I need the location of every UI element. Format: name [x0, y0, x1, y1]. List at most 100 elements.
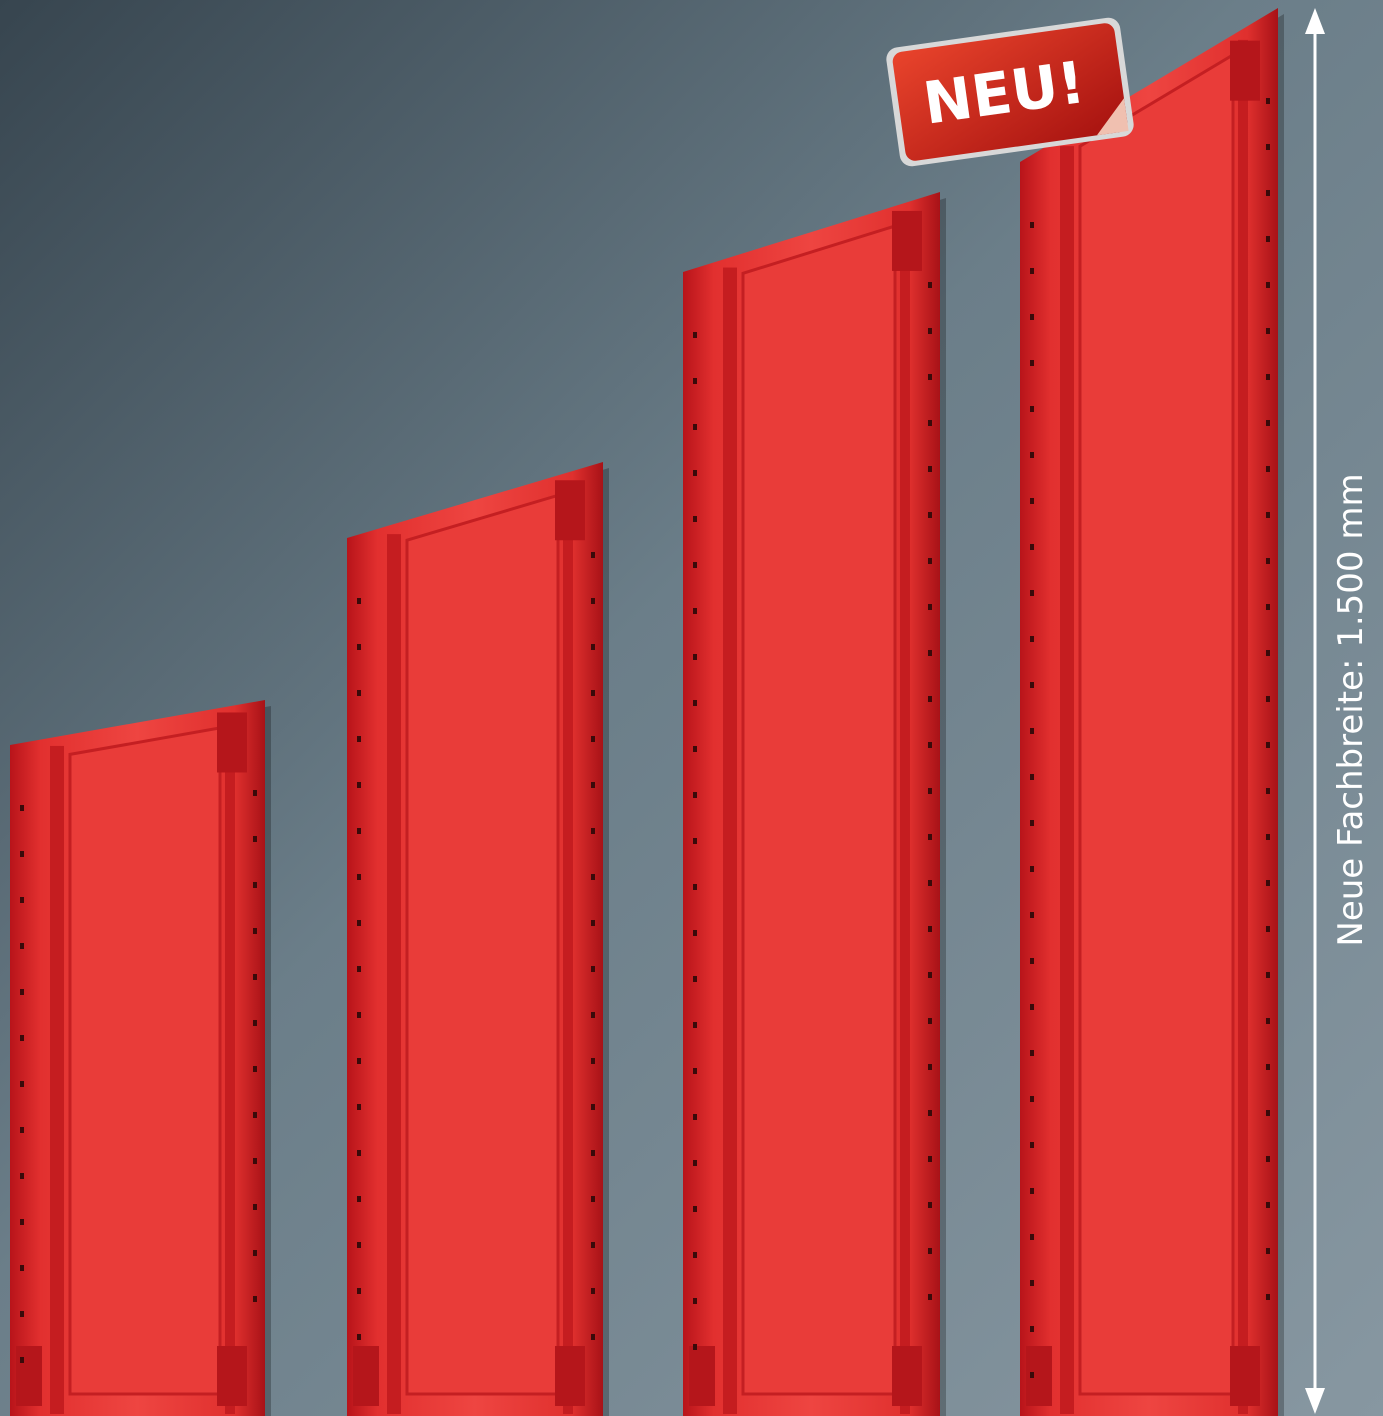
- panel-hole: [591, 1012, 595, 1018]
- panel-hole: [1266, 328, 1270, 334]
- panel-hole: [1266, 282, 1270, 288]
- panel-hole: [1030, 1142, 1034, 1148]
- shelf-panel: [10, 700, 271, 1416]
- panel-hole: [1266, 696, 1270, 702]
- panel-inner: [1080, 55, 1233, 1394]
- panel-hole: [1030, 268, 1034, 274]
- panel-hole: [357, 598, 361, 604]
- panel-hole: [693, 1160, 697, 1166]
- panel-hole: [928, 420, 932, 426]
- panel-bracket: [217, 712, 247, 772]
- panel-hole: [1030, 1050, 1034, 1056]
- panel-hole: [20, 805, 24, 811]
- shelf-panel: [1020, 8, 1284, 1416]
- panel-bracket: [1026, 1346, 1052, 1406]
- panel-hole: [928, 1156, 932, 1162]
- scene: NEU! Neue Fachbreite: 1.500 mm: [0, 0, 1383, 1416]
- panel-hole: [253, 1204, 257, 1210]
- panel-hole: [928, 558, 932, 564]
- panel-hole: [928, 328, 932, 334]
- panel-hole: [253, 1250, 257, 1256]
- shelf-panel: [347, 462, 609, 1416]
- panel-hole: [591, 1242, 595, 1248]
- panel-hole: [693, 516, 697, 522]
- panel-hole: [928, 374, 932, 380]
- panel-rib: [225, 715, 235, 1414]
- panel-hole: [928, 788, 932, 794]
- panel-hole: [1030, 1188, 1034, 1194]
- panel-hole: [693, 1252, 697, 1258]
- panel-hole: [1266, 98, 1270, 104]
- panel-hole: [20, 897, 24, 903]
- panel-hole: [1266, 834, 1270, 840]
- panel-hole: [1266, 144, 1270, 150]
- panel-hole: [693, 1022, 697, 1028]
- panel-hole: [693, 1298, 697, 1304]
- panel-bracket: [1230, 1346, 1260, 1406]
- panel-hole: [693, 884, 697, 890]
- panel-hole: [928, 512, 932, 518]
- panel-hole: [928, 834, 932, 840]
- panel-hole: [1030, 1234, 1034, 1240]
- panel-hole: [1266, 1248, 1270, 1254]
- panel-hole: [357, 644, 361, 650]
- panel-hole: [928, 1248, 932, 1254]
- panel-hole: [357, 1196, 361, 1202]
- dimension-label: Neue Fachbreite: 1.500 mm: [1331, 473, 1371, 946]
- panel-hole: [357, 1242, 361, 1248]
- panel-hole: [357, 1058, 361, 1064]
- panel-hole: [693, 1068, 697, 1074]
- panel-hole: [591, 598, 595, 604]
- panel-hole: [20, 1081, 24, 1087]
- panel-hole: [1266, 926, 1270, 932]
- panel-hole: [357, 920, 361, 926]
- panel-hole: [693, 792, 697, 798]
- panel-hole: [591, 1196, 595, 1202]
- panel-hole: [253, 928, 257, 934]
- panel-hole: [1030, 452, 1034, 458]
- panel-hole: [928, 650, 932, 656]
- panel-hole: [591, 1288, 595, 1294]
- panel-hole: [693, 424, 697, 430]
- panel-inner: [70, 728, 220, 1394]
- panel-hole: [1030, 590, 1034, 596]
- panel-hole: [357, 1288, 361, 1294]
- panel-hole: [1030, 360, 1034, 366]
- panel-hole: [1030, 1372, 1034, 1378]
- panel-hole: [20, 1219, 24, 1225]
- panel-hole: [928, 696, 932, 702]
- panel-rib: [50, 746, 64, 1414]
- panel-hole: [591, 1150, 595, 1156]
- panel-hole: [1266, 374, 1270, 380]
- panel-hole: [1266, 1110, 1270, 1116]
- panel-hole: [1266, 880, 1270, 886]
- panel-hole: [1266, 604, 1270, 610]
- panel-hole: [253, 836, 257, 842]
- panel-hole: [1266, 1294, 1270, 1300]
- panel-hole: [1030, 544, 1034, 550]
- panel-hole: [693, 654, 697, 660]
- panel-hole: [693, 470, 697, 476]
- panel-hole: [1030, 1326, 1034, 1332]
- panel-hole: [20, 1357, 24, 1363]
- panel-hole: [1266, 650, 1270, 656]
- panel-hole: [1030, 820, 1034, 826]
- panel-rib: [723, 268, 737, 1414]
- panel-hole: [591, 1334, 595, 1340]
- panel-hole: [928, 926, 932, 932]
- panel-hole: [253, 974, 257, 980]
- panel-hole: [20, 851, 24, 857]
- panel-hole: [20, 1173, 24, 1179]
- panel-hole: [1266, 788, 1270, 794]
- panel-hole: [928, 1110, 932, 1116]
- panel-hole: [1030, 314, 1034, 320]
- panel-hole: [693, 1344, 697, 1350]
- panel-bracket: [16, 1346, 42, 1406]
- panel-hole: [591, 920, 595, 926]
- panel-bracket: [555, 480, 585, 540]
- panel-hole: [693, 1114, 697, 1120]
- panel-hole: [928, 604, 932, 610]
- panel-hole: [357, 1334, 361, 1340]
- panel-hole: [1030, 636, 1034, 642]
- panel-hole: [1266, 972, 1270, 978]
